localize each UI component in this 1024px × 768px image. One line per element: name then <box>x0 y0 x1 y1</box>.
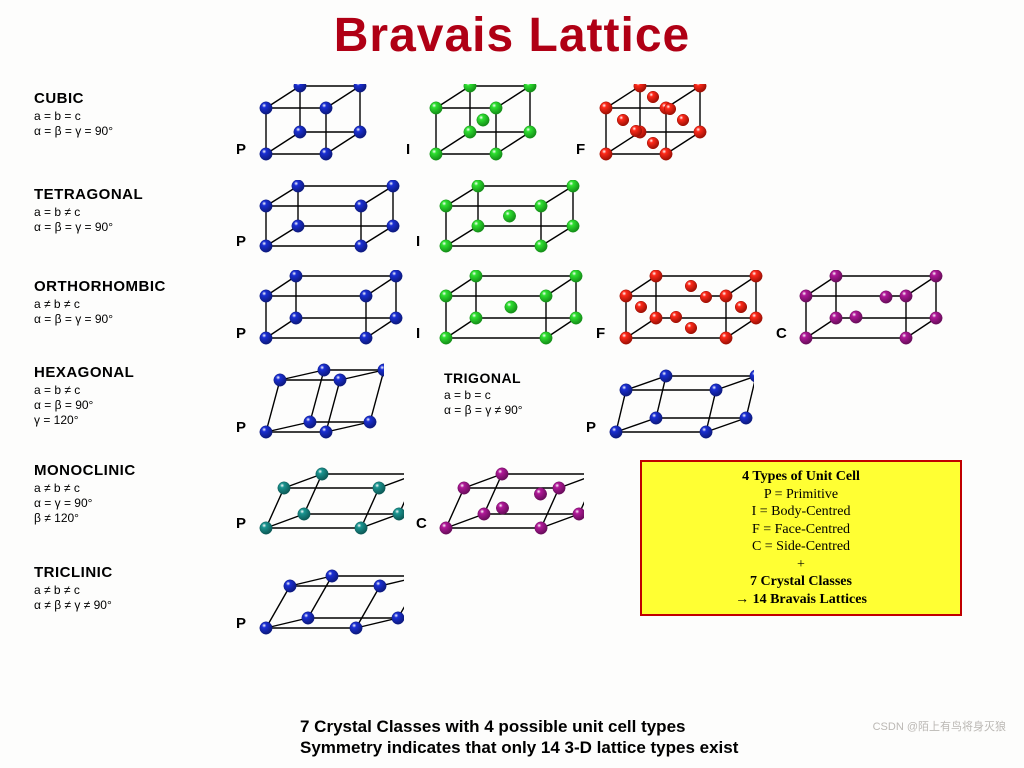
cell-tag: I <box>406 141 410 158</box>
cell-cubic-F: F <box>594 84 724 164</box>
cell-tag: P <box>236 419 246 436</box>
watermark: CSDN @陌上有鸟将身灭狼 <box>873 718 1006 734</box>
cell-cubic-I: I <box>424 84 554 164</box>
system-hexagonal-label: HEXAGONAL a = b ≠ c α = β = 90° γ = 120° <box>34 364 134 428</box>
lattice-grid: CUBIC a = b = c α = β = γ = 90° P I <box>34 84 994 664</box>
cell-monoclinic-C: C <box>434 458 584 538</box>
cell-orthorhombic-F: F <box>614 270 764 348</box>
system-cubic-label: CUBIC a = b = c α = β = γ = 90° <box>34 90 113 139</box>
system-orthorhombic-label: ORTHORHOMBIC a ≠ b ≠ c α = β = γ = 90° <box>34 278 166 327</box>
cell-orthorhombic-P: P <box>254 270 404 348</box>
cell-trigonal-P: P <box>604 362 754 442</box>
legend-line: C = Side-Centred <box>656 538 946 556</box>
cell-tag: P <box>236 141 246 158</box>
cell-orthorhombic-C: C <box>794 270 944 348</box>
system-trigonal-label: TRIGONAL a = b = c α = β = γ ≠ 90° <box>444 370 523 418</box>
cell-tag: C <box>776 325 787 342</box>
legend-line: → 14 Bravais Lattices <box>656 591 946 609</box>
cell-tag: P <box>236 615 246 632</box>
cell-monoclinic-P: P <box>254 458 404 538</box>
legend-line: + <box>656 556 946 574</box>
cell-tag: P <box>586 419 596 436</box>
cell-tag: P <box>236 325 246 342</box>
legend-line: P = Primitive <box>656 486 946 504</box>
system-tetragonal-label: TETRAGONAL a = b ≠ c α = β = γ = 90° <box>34 186 143 235</box>
cell-tag: F <box>596 325 605 342</box>
cell-tag: I <box>416 233 420 250</box>
cell-tetragonal-I: I <box>434 180 584 256</box>
legend-line: I = Body-Centred <box>656 503 946 521</box>
cell-tag: C <box>416 515 427 532</box>
cell-tag: P <box>236 233 246 250</box>
footnote-line1: 7 Crystal Classes with 4 possible unit c… <box>300 716 738 737</box>
cell-triclinic-P: P <box>254 558 404 638</box>
cell-tetragonal-P: P <box>254 180 404 256</box>
cell-hexagonal-P: P <box>254 362 384 442</box>
legend-title: 4 Types of Unit Cell <box>656 468 946 486</box>
legend-line: F = Face-Centred <box>656 521 946 539</box>
legend-line: 7 Crystal Classes <box>656 573 946 591</box>
cell-tag: F <box>576 141 585 158</box>
system-monoclinic-label: MONOCLINIC a ≠ b ≠ c α = γ = 90° β ≠ 120… <box>34 462 136 526</box>
cell-tag: I <box>416 325 420 342</box>
system-triclinic-label: TRICLINIC a ≠ b ≠ c α ≠ β ≠ γ ≠ 90° <box>34 564 113 613</box>
footnote: 7 Crystal Classes with 4 possible unit c… <box>300 716 738 759</box>
cell-orthorhombic-I: I <box>434 270 584 348</box>
legend-box: 4 Types of Unit CellP = PrimitiveI = Bod… <box>640 460 962 616</box>
page-title: Bravais Lattice <box>0 0 1024 63</box>
cell-cubic-P: P <box>254 84 384 164</box>
footnote-line2: Symmetry indicates that only 14 3-D latt… <box>300 737 738 758</box>
cell-tag: P <box>236 515 246 532</box>
